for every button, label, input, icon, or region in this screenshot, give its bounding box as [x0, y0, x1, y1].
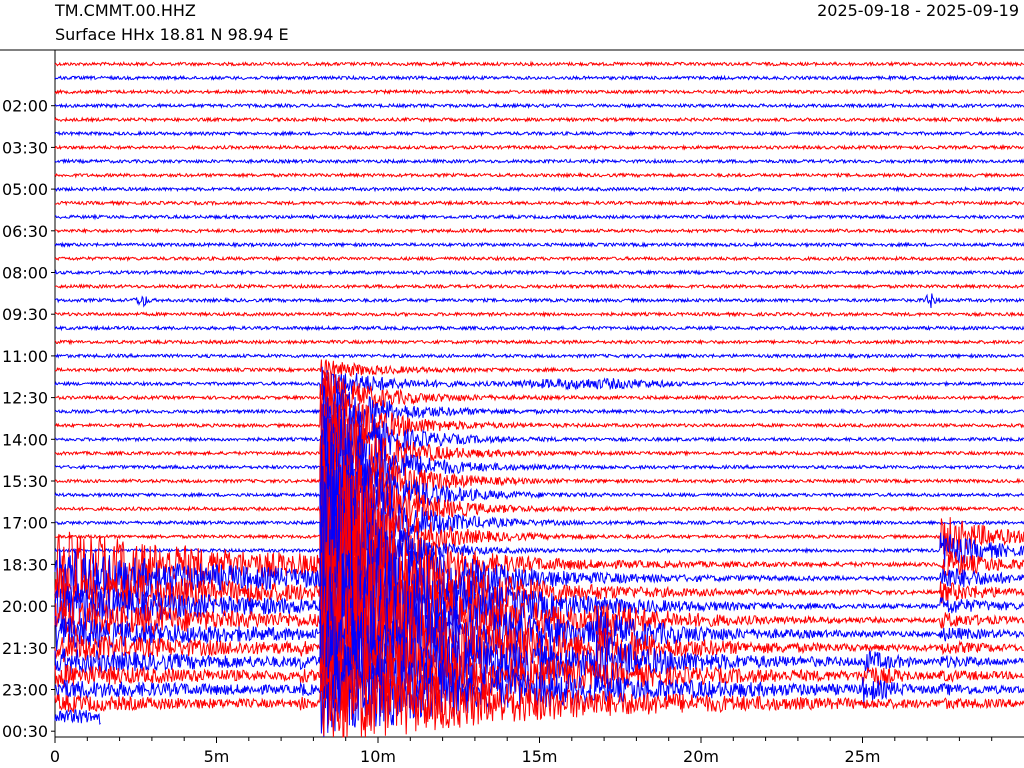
x-tick-label: 20m — [683, 747, 719, 766]
seismic-trace — [54, 539, 1024, 699]
seismic-trace — [54, 642, 1024, 738]
seismic-trace — [54, 660, 1024, 738]
y-tick-label: 08:00 — [2, 264, 48, 283]
seismic-trace — [54, 241, 1024, 249]
seismic-trace — [54, 560, 1024, 715]
x-tick-label: 10m — [360, 747, 396, 766]
y-tick-label: 23:00 — [2, 681, 48, 700]
y-tick-label: 18:30 — [2, 555, 48, 574]
seismic-trace — [54, 74, 1024, 82]
station-location: Surface HHx 18.81 N 98.94 E — [55, 25, 289, 44]
seismic-trace — [54, 372, 1024, 421]
seismic-trace — [54, 102, 1024, 110]
x-tick-label: 25m — [845, 747, 881, 766]
seismic-trace — [54, 130, 1024, 137]
seismic-trace — [54, 269, 1024, 276]
y-tick-label: 12:30 — [2, 389, 48, 408]
seismic-trace — [54, 401, 1024, 520]
seismic-trace — [55, 385, 1024, 491]
station-code: TM.CMMT.00.HHZ — [55, 1, 196, 20]
seismic-trace — [54, 415, 1024, 579]
seismic-trace — [54, 352, 1024, 360]
date-range: 2025-09-18 - 2025-09-19 — [817, 1, 1019, 20]
x-tick-label: 15m — [522, 747, 558, 766]
seismic-trace — [54, 388, 1024, 443]
seismic-trace — [54, 60, 1024, 68]
seismic-trace — [54, 255, 1024, 262]
y-tick-label: 00:30 — [2, 722, 48, 741]
seismic-trace — [54, 431, 1024, 654]
seismic-trace — [54, 282, 1024, 290]
seismic-trace — [54, 338, 1024, 346]
seismic-trace — [54, 213, 1024, 221]
y-tick-label: 09:30 — [2, 305, 48, 324]
x-tick-label: 5m — [204, 747, 230, 766]
y-tick-label: 05:00 — [2, 180, 48, 199]
seismic-trace — [54, 386, 1024, 471]
seismic-trace — [54, 444, 1024, 660]
seismic-trace — [54, 88, 1024, 96]
seismic-trace — [54, 293, 1024, 309]
seismic-trace — [54, 441, 1024, 624]
seismic-trace — [54, 324, 1024, 332]
seismic-trace — [54, 116, 1024, 123]
seismic-trace — [54, 310, 1024, 318]
seismic-trace — [54, 416, 1024, 533]
y-tick-label: 11:00 — [2, 347, 48, 366]
seismic-trace — [54, 143, 1024, 151]
y-tick-label: 20:00 — [2, 597, 48, 616]
y-tick-label: 02:00 — [2, 97, 48, 116]
seismic-trace — [55, 185, 1024, 193]
seismic-trace — [54, 171, 1024, 179]
seismic-trace — [54, 359, 1024, 380]
trace-group — [54, 60, 1024, 738]
seismic-trace — [54, 404, 1024, 561]
seismic-trace — [54, 437, 1024, 700]
tick-group: 0 5m 10m 15m 20m 25m 02:00 03:30 05:00 06:30 08:00… — [2, 97, 993, 766]
seismic-trace — [54, 505, 1024, 686]
seismic-trace — [54, 709, 101, 725]
y-tick-label: 14:00 — [2, 430, 48, 449]
seismic-trace — [54, 366, 1024, 400]
seismic-trace — [54, 582, 1024, 711]
seismic-trace — [54, 157, 1024, 165]
y-tick-label: 15:30 — [2, 472, 48, 491]
y-tick-label: 06:30 — [2, 222, 48, 241]
seismic-trace — [54, 199, 1024, 207]
x-tick-label: 0 — [50, 747, 60, 766]
seismic-trace — [54, 425, 1024, 604]
seismic-trace — [54, 227, 1024, 235]
seismic-trace — [54, 609, 1024, 717]
y-tick-label: 03:30 — [2, 138, 48, 157]
y-tick-label: 17:00 — [2, 514, 48, 533]
y-tick-label: 21:30 — [2, 639, 48, 658]
